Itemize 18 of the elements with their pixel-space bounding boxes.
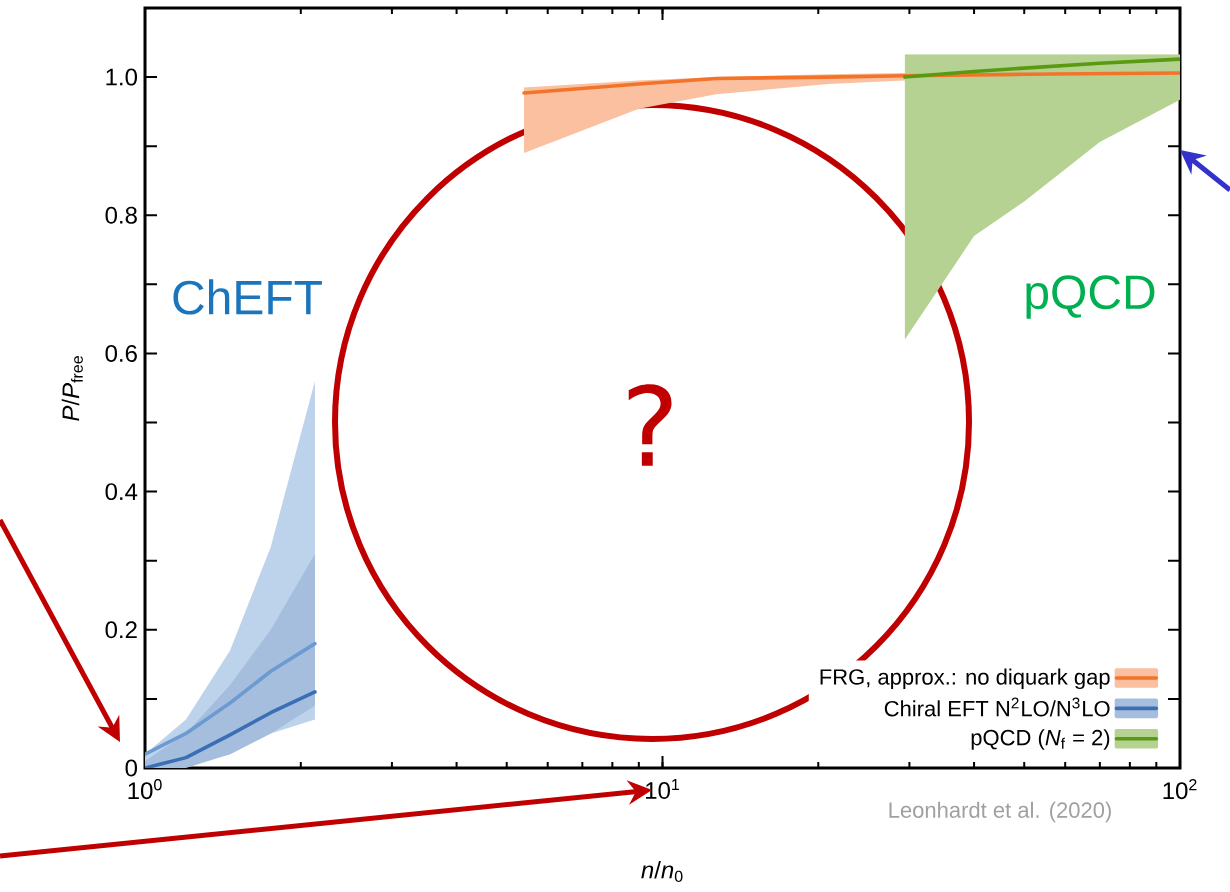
x-tick-label: 10$^{1}$ xyxy=(646,779,680,799)
annotation: ? xyxy=(628,384,672,466)
legend-label: FRG, approx.: no diquark gap xyxy=(820,668,1110,690)
y-tick-label: 0.2 xyxy=(105,621,137,639)
legend-label: Chiral EFT N$^{2}$LO/N$^{3}$LO xyxy=(884,697,1110,717)
y-tick-label: 0.8 xyxy=(105,206,137,224)
x-axis-title: n/n$_{0}$ xyxy=(641,860,683,883)
x-tick-label: 10$^{0}$ xyxy=(128,779,162,800)
annotation: ChEFT xyxy=(173,279,322,315)
y-tick-label: 1.0 xyxy=(106,68,138,86)
text: Leonhardt et al. (2020) xyxy=(889,801,1111,823)
x-tick-label: 10$^{2}$ xyxy=(1163,779,1197,800)
y-axis-title: P/P$_{free}$ xyxy=(61,356,83,421)
y-tick-label: 0.4 xyxy=(105,483,138,501)
y-tick-label: 0.6 xyxy=(105,344,137,362)
annotation: pQCD xyxy=(1026,275,1155,319)
y-tick-label: 0 xyxy=(125,759,138,777)
legend-label: pQCD (N$_{f}$ = 2) xyxy=(971,729,1110,750)
